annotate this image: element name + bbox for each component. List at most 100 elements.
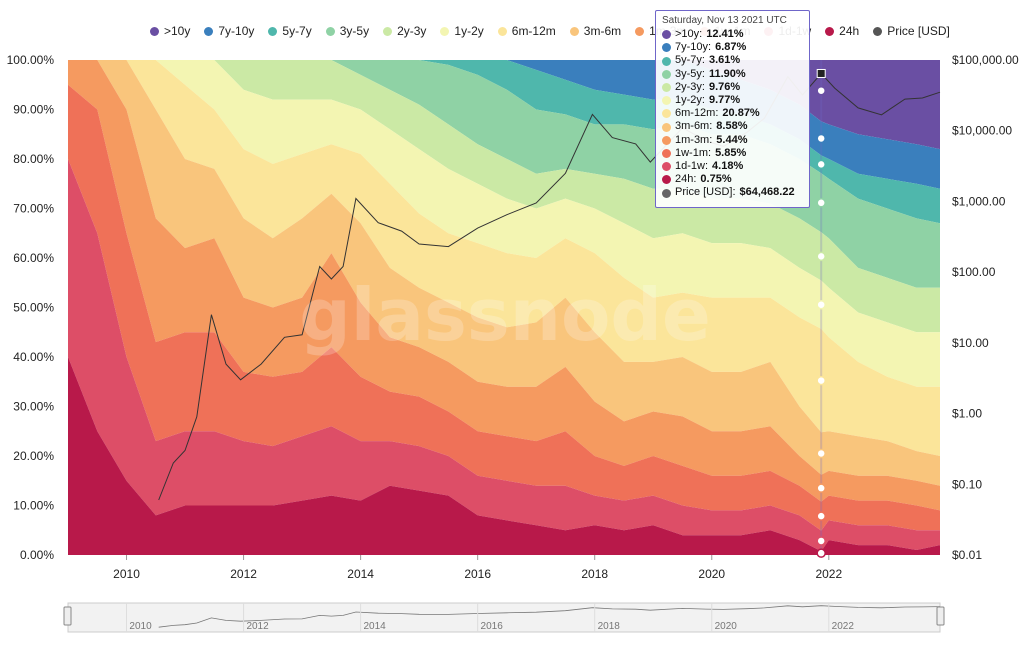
legend-item[interactable]: >10y xyxy=(150,24,190,38)
tooltip-dot xyxy=(662,82,671,92)
tooltip-dot xyxy=(662,148,671,158)
legend-label: 6m-12m xyxy=(511,24,556,38)
crosshair-marker xyxy=(816,483,826,493)
legend-item[interactable]: 24h xyxy=(825,24,859,38)
y-tick-label: 80.00% xyxy=(13,152,54,166)
tooltip-dot xyxy=(662,188,671,198)
tooltip-row: 5y-7y: 3.61% xyxy=(662,54,803,67)
navigator-price-line xyxy=(158,605,941,628)
tooltip-rows: >10y: 12.41% 7y-10y: 6.87% 5y-7y: 3.61% 3y-5y:… xyxy=(662,28,803,200)
band-1m-3m xyxy=(68,60,940,511)
legend-dot xyxy=(440,26,450,36)
tooltip-label: Price [USD]: xyxy=(675,186,736,199)
legend-dot xyxy=(150,26,159,36)
tooltip-dot xyxy=(662,43,671,53)
legend-item[interactable]: 7y-10y xyxy=(204,24,254,38)
watermark: glassnode xyxy=(299,273,711,357)
y-tick-label: 50.00% xyxy=(13,301,54,315)
tooltip-value: 5.85% xyxy=(715,146,747,159)
price-layer xyxy=(158,72,941,501)
legend-item[interactable]: 3m-6m xyxy=(569,24,622,38)
axes-layer: 0.00% 10.00% 20.00% 30.00% 40.00% 50.00% 60.00… xyxy=(7,53,1019,581)
tooltip-label: 1w-1m: xyxy=(675,146,712,159)
tooltip-value: 12.41% xyxy=(706,28,744,40)
tooltip-row: 24h: 0.75% xyxy=(662,173,803,186)
tooltip-label: 3m-6m: xyxy=(675,120,713,133)
legend-dot xyxy=(268,26,278,36)
y-tick-label: 10.00% xyxy=(13,499,54,513)
y-tick-label: 40.00% xyxy=(13,350,54,364)
y-tick-label: 90.00% xyxy=(13,103,54,117)
tooltip-label: 3y-5y: xyxy=(675,67,705,80)
tooltip-value: 6.87% xyxy=(715,41,747,54)
tooltip-dot xyxy=(662,122,671,132)
navigator-tick-label: 2014 xyxy=(363,621,386,632)
legend-label: >10y xyxy=(164,24,191,38)
tooltip-value: 9.76% xyxy=(708,80,741,93)
price-marker xyxy=(816,68,826,78)
legend-dot xyxy=(325,26,335,36)
tooltip-label: 1y-2y: xyxy=(675,94,705,107)
price-line xyxy=(158,72,941,501)
band-3m-6m xyxy=(68,60,940,486)
tooltip-label: 2y-3y: xyxy=(675,80,705,93)
legend-item[interactable]: 3y-5y xyxy=(325,24,369,38)
legend-label: 1y-2y xyxy=(454,24,484,38)
navigator-handle-right[interactable] xyxy=(936,606,945,626)
tooltip-value: 3.61% xyxy=(708,54,741,67)
tooltip-dot xyxy=(662,162,671,172)
tooltip-row: 6m-12m: 20.87% xyxy=(662,107,803,120)
legend-dot xyxy=(497,26,507,36)
legend-dot xyxy=(204,26,214,36)
crosshair-marker xyxy=(816,198,826,208)
navigator-tick-label: 2012 xyxy=(246,621,269,632)
tooltip-value: 5.44% xyxy=(716,133,748,146)
tooltip-row: 2y-3y: 9.76% xyxy=(662,81,803,94)
navigator-tick-label: 2022 xyxy=(832,621,855,632)
y2-tick-label: $10,000.00 xyxy=(952,124,1012,138)
tooltip-dot xyxy=(662,109,671,119)
legend-item[interactable]: 1y-2y xyxy=(440,24,484,38)
y2-tick-label: $100.00 xyxy=(952,265,996,279)
tooltip-value: 0.75% xyxy=(700,173,732,186)
tooltip-label: 5y-7y: xyxy=(675,54,705,67)
crosshair-marker xyxy=(816,85,826,96)
tooltip-dot xyxy=(662,135,671,145)
tooltip-row: 7y-10y: 6.87% xyxy=(662,41,803,54)
legend-label: 3m-6m xyxy=(583,24,622,38)
crosshair-marker xyxy=(816,251,826,262)
tooltip-dot xyxy=(662,56,671,66)
navigator-tick-label: 2016 xyxy=(481,621,504,632)
legend-label: 2y-3y xyxy=(397,24,427,38)
y2-tick-label: $0.01 xyxy=(952,548,982,562)
tooltip-value: 20.87% xyxy=(722,107,760,120)
legend-item[interactable]: Price [USD] xyxy=(873,24,950,38)
legend-item[interactable]: 6m-12m xyxy=(497,24,556,38)
navigator[interactable]: 2010 2012 2014 2016 2018 2020 2022 xyxy=(63,602,945,633)
crosshair-marker xyxy=(816,133,826,144)
tooltip-row: 3m-6m: 8.58% xyxy=(662,120,803,133)
band-1d-1w xyxy=(68,159,940,552)
x-tick-label: 2014 xyxy=(347,567,374,581)
tooltip-row: 1y-2y: 9.77% xyxy=(662,94,803,107)
tooltip-label: 1d-1w: xyxy=(675,160,709,173)
legend-dot xyxy=(825,26,835,36)
x-tick-label: 2018 xyxy=(581,567,608,581)
crosshair-marker xyxy=(816,536,826,546)
tooltip-value: 8.58% xyxy=(716,120,748,133)
legend-label: 5y-7y xyxy=(282,24,312,38)
tooltip-label: 6m-12m: xyxy=(675,107,719,120)
navigator-handle-left[interactable] xyxy=(63,606,72,626)
legend-label: Price [USD] xyxy=(887,24,950,38)
navigator-track[interactable] xyxy=(67,602,941,633)
legend-dot xyxy=(635,26,645,36)
x-tick-label: 2016 xyxy=(464,567,491,581)
y-tick-label: 0.00% xyxy=(20,548,54,562)
legend-item[interactable]: 5y-7y xyxy=(268,24,312,38)
legend-item[interactable]: 2y-3y xyxy=(383,24,426,38)
legend-label: 7y-10y xyxy=(218,24,255,38)
y-tick-label: 30.00% xyxy=(13,400,54,414)
tooltip-dot xyxy=(662,30,671,40)
y2-tick-label: $1.00 xyxy=(952,407,982,421)
